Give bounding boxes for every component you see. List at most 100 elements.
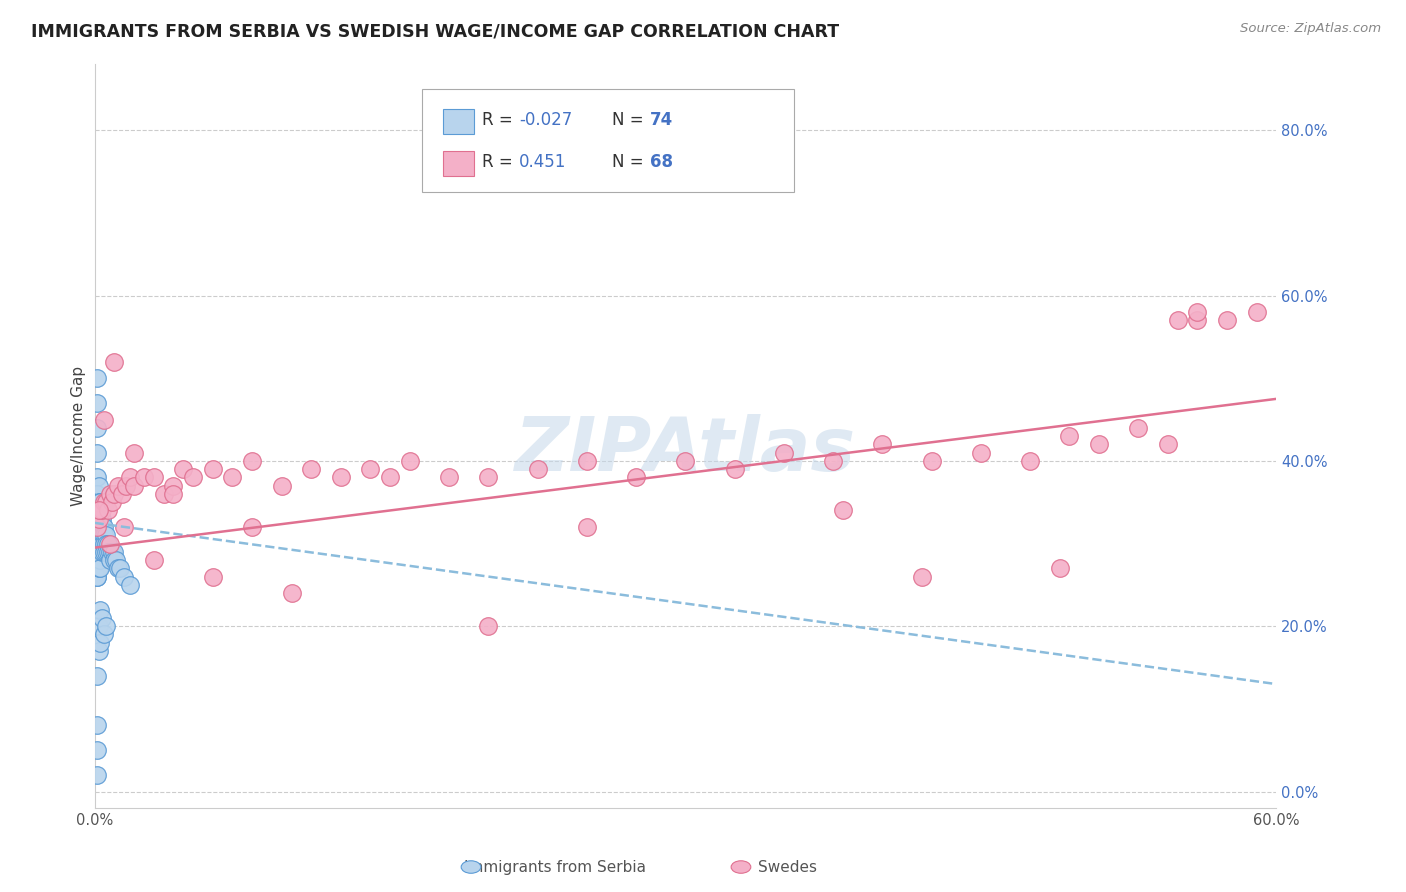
Text: Source: ZipAtlas.com: Source: ZipAtlas.com: [1240, 22, 1381, 36]
Point: [87, 495, 110, 509]
Point: [97, 545, 120, 559]
Point: [103, 487, 125, 501]
Point: [111, 487, 134, 501]
Point: [86, 768, 108, 782]
Point: [87, 520, 110, 534]
Point: [112, 520, 135, 534]
Point: [152, 487, 174, 501]
Point: [98, 553, 121, 567]
Point: [93, 536, 115, 550]
Point: [359, 462, 381, 476]
Point: [86, 528, 108, 542]
Point: [624, 470, 647, 484]
Point: [86, 545, 108, 559]
Point: [86, 512, 108, 526]
Point: [89, 561, 111, 575]
Text: 0.451: 0.451: [519, 153, 567, 171]
Point: [1187, 305, 1209, 319]
Point: [86, 553, 108, 567]
Point: [970, 445, 993, 459]
Point: [832, 503, 855, 517]
Point: [773, 445, 796, 459]
Point: [86, 520, 108, 534]
Point: [86, 371, 108, 385]
Point: [1128, 421, 1150, 435]
Point: [1059, 429, 1081, 443]
Point: [89, 520, 111, 534]
Point: [87, 644, 110, 658]
Point: [280, 586, 302, 600]
Point: [86, 536, 108, 550]
Point: [1246, 305, 1268, 319]
Point: [575, 454, 598, 468]
Y-axis label: Wage/Income Gap: Wage/Income Gap: [72, 366, 86, 506]
Point: [91, 520, 114, 534]
Point: [201, 569, 224, 583]
Point: [87, 503, 110, 517]
Point: [115, 478, 138, 492]
Point: [87, 528, 110, 542]
Point: [89, 602, 111, 616]
Point: [86, 561, 108, 575]
Point: [86, 487, 108, 501]
Point: [96, 619, 118, 633]
Point: [872, 437, 894, 451]
Point: [162, 487, 184, 501]
Point: [87, 545, 110, 559]
Point: [1187, 313, 1209, 327]
Point: [87, 553, 110, 567]
Point: [911, 569, 934, 583]
Point: [105, 553, 128, 567]
Point: [103, 545, 125, 559]
Point: [93, 528, 115, 542]
Point: [98, 487, 121, 501]
Point: [93, 545, 115, 559]
Point: [86, 669, 108, 683]
Text: N =: N =: [612, 112, 648, 129]
Point: [91, 545, 114, 559]
Point: [89, 545, 111, 559]
Point: [477, 619, 499, 633]
Point: [103, 354, 125, 368]
Text: -0.027: -0.027: [519, 112, 572, 129]
Point: [86, 503, 108, 517]
Point: [96, 495, 118, 509]
Point: [103, 553, 125, 567]
Point: [162, 478, 184, 492]
Point: [96, 528, 118, 542]
Point: [87, 512, 110, 526]
Point: [96, 545, 118, 559]
Point: [91, 503, 114, 517]
Point: [93, 627, 115, 641]
Point: [86, 396, 108, 410]
Point: [398, 454, 420, 468]
Text: N =: N =: [612, 153, 648, 171]
Point: [86, 569, 108, 583]
Point: [378, 470, 401, 484]
Point: [87, 536, 110, 550]
Point: [89, 495, 111, 509]
Point: [240, 520, 263, 534]
Point: [91, 528, 114, 542]
Point: [181, 470, 204, 484]
Point: [101, 495, 124, 509]
Point: [86, 569, 108, 583]
Point: [86, 743, 108, 757]
Point: [142, 470, 165, 484]
Point: [87, 512, 110, 526]
Point: [86, 470, 108, 484]
Point: [437, 470, 460, 484]
Point: [118, 470, 141, 484]
Point: [118, 578, 141, 592]
Point: [1216, 313, 1239, 327]
Text: ZIPAtlas: ZIPAtlas: [515, 415, 856, 487]
Text: R =: R =: [482, 153, 519, 171]
Text: 68: 68: [650, 153, 672, 171]
Point: [142, 553, 165, 567]
Point: [86, 520, 108, 534]
Point: [122, 445, 145, 459]
Point: [1157, 437, 1180, 451]
Point: [86, 553, 108, 567]
Point: [240, 454, 263, 468]
Point: [172, 462, 194, 476]
